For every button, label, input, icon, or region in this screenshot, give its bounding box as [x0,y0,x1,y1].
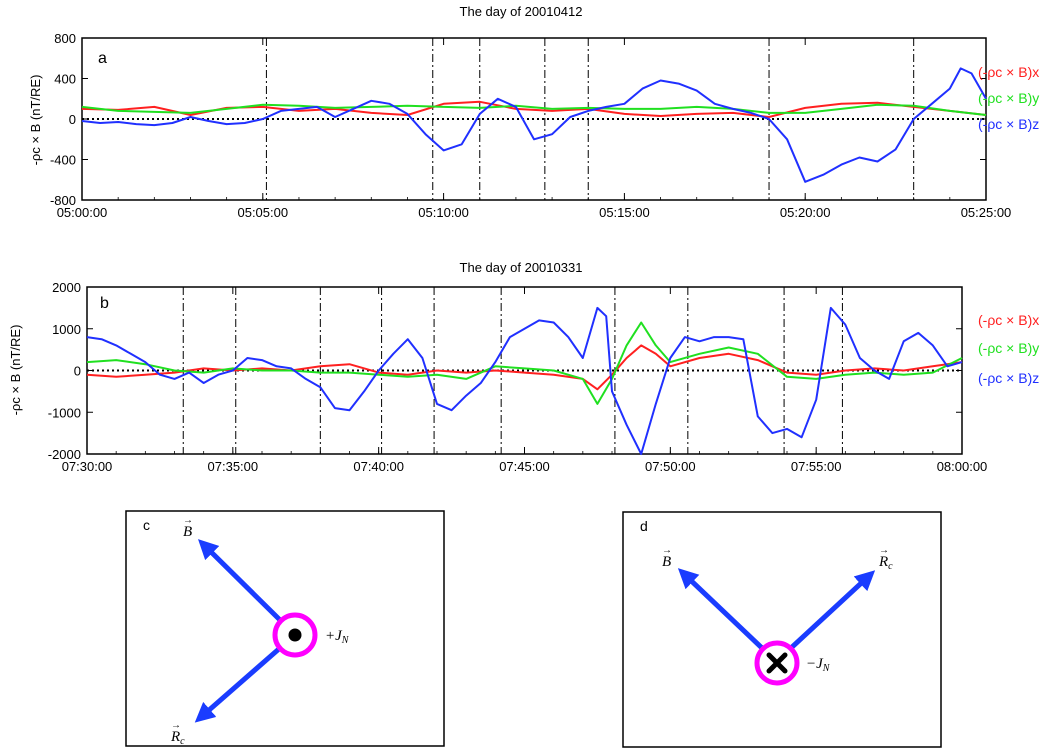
chart-a-boundary-lines [82,38,986,200]
chart-a-panel-label: a [98,50,107,67]
legend-entry-z: (-ρc × B)z [978,116,1039,132]
series-line-x [86,344,963,391]
x-tick-label: 05:25:00 [961,205,1012,220]
schematic-panel-c: c B → Rc → +JN [125,510,445,747]
legend-entry-x: (-ρc × B)x [978,312,1039,328]
y-tick-label: -800 [50,193,76,208]
chart-a-series [81,67,987,183]
legend-entry-y: (-ρc × B)y [978,90,1039,106]
y-tick-label: -400 [50,153,76,168]
schematic-d-rc-label: Rc [878,554,893,572]
y-tick-label: 1000 [52,322,81,337]
schematic-c-current-label: +JN [325,628,350,646]
x-tick-label: 05:10:00 [418,205,469,220]
current-into-page-icon [766,652,788,674]
chart-panel-b: The day of 20010331 b 2000 1000 0 -1000 -200… [8,260,1039,474]
chart-a-x-axis: 05:00:00 05:05:00 05:10:00 05:15:00 05:20:00… [57,38,1012,220]
chart-b-title: The day of 20010331 [460,260,583,275]
series-line-y [86,321,963,405]
chart-b-series [86,306,963,455]
series-line-y [81,103,987,116]
schematic-d-b-arrow [677,568,764,650]
y-tick-label: 2000 [52,280,81,295]
schematic-c-panel-label: c [143,517,150,533]
y-tick-label: -2000 [48,447,81,462]
y-tick-label: -1000 [48,405,81,420]
x-tick-label: 07:40:00 [353,459,404,474]
x-tick-label: 05:15:00 [599,205,650,220]
chart-b-legend: (-ρc × B)x (-ρc × B)y (-ρc × B)z [978,312,1039,386]
schematic-c-rc-label: Rc [170,729,185,747]
schematic-c-b-label: B [183,524,192,540]
legend-entry-z: (-ρc × B)z [978,370,1039,386]
chart-a-legend: (-ρc × B)x (-ρc × B)y (-ρc × B)z [978,64,1039,132]
y-tick-label: 0 [74,364,81,379]
x-tick-label: 07:30:00 [62,459,113,474]
schematic-c-b-vector-arrow: → [183,515,193,526]
schematic-d-b-label: B [662,554,671,570]
x-tick-label: 05:00:00 [57,205,108,220]
chart-b-x-axis: 07:30:00 07:35:00 07:40:00 07:45:00 07:50:00… [62,287,988,474]
schematic-c-b-arrow [198,539,282,622]
x-tick-label: 05:20:00 [780,205,831,220]
schematic-d-current-label: −JN [806,656,831,674]
schematic-d-b-vector-arrow: → [662,545,672,556]
series-line-z [86,306,963,455]
schematic-d-rc-vector-arrow: → [879,545,889,556]
schematic-d-rc-arrow [789,570,876,650]
schematic-c-rc-arrow [194,646,282,723]
x-tick-label: 05:05:00 [237,205,288,220]
schematic-d-panel-label: d [640,518,648,534]
x-tick-label: 07:35:00 [208,459,259,474]
chart-b-y-axis-label: -ρc × B (nT/RE) [8,325,23,416]
legend-entry-y: (-ρc × B)y [978,340,1039,356]
y-tick-label: 0 [69,112,76,127]
y-tick-label: 800 [54,31,76,46]
x-tick-label: 08:00:00 [937,459,988,474]
x-tick-label: 07:45:00 [499,459,550,474]
schematic-c-frame [125,510,445,747]
chart-a-y-axis: 800 400 0 -400 -800 [50,31,986,208]
chart-b-panel-label: b [100,295,109,312]
legend-entry-x: (-ρc × B)x [978,64,1039,80]
y-tick-label: 400 [54,72,76,87]
x-tick-label: 07:50:00 [645,459,696,474]
series-line-z [81,67,987,183]
schematic-panel-d: d B → Rc → −JN [622,511,942,748]
x-tick-label: 07:55:00 [791,459,842,474]
chart-panel-a: The day of 20010412 a 800 400 0 -400 -800 05… [28,4,1039,220]
chart-b-y-axis: 2000 1000 0 -1000 -2000 [48,280,962,462]
chart-a-title: The day of 20010412 [460,4,583,19]
current-out-of-page-icon [288,628,302,642]
schematic-c-rc-vector-arrow: → [171,720,181,731]
chart-a-y-axis-label: -ρc × B (nT/RE) [28,75,43,166]
schematic-d-frame [622,511,942,748]
